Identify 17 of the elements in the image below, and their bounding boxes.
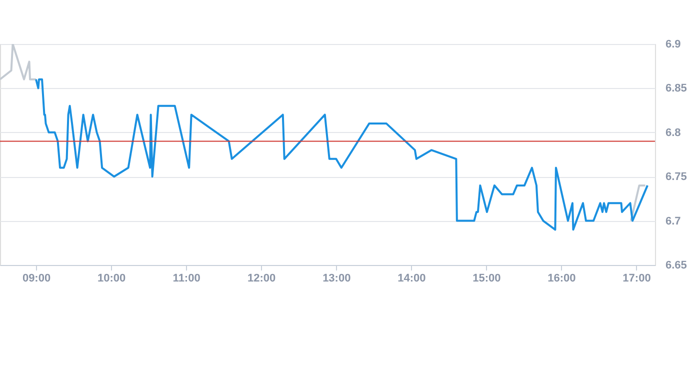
x-tick-label: 14:00 — [398, 272, 426, 284]
line-series — [35, 78, 648, 231]
y-tick-label: 6.65 — [666, 260, 687, 272]
y-tick-label: 6.9 — [666, 38, 681, 50]
x-tick-label: 17:00 — [622, 272, 651, 284]
x-tick-label: 10:00 — [97, 272, 126, 284]
y-tick-label: 6.75 — [666, 171, 687, 184]
x-tick-label: 12:00 — [248, 272, 276, 284]
x-tick-label: 11:00 — [172, 272, 200, 284]
y-tick-label: 6.7 — [666, 215, 681, 228]
x-tick-label: 09:00 — [22, 272, 51, 284]
y-tick-label: 6.8 — [666, 126, 681, 139]
y-tick-label: 6.85 — [666, 82, 687, 95]
line-series — [0, 44, 38, 80]
x-tick-label: 15:00 — [472, 272, 501, 284]
x-tick-label: 13:00 — [322, 272, 351, 284]
x-tick-label: 16:00 — [548, 272, 576, 284]
